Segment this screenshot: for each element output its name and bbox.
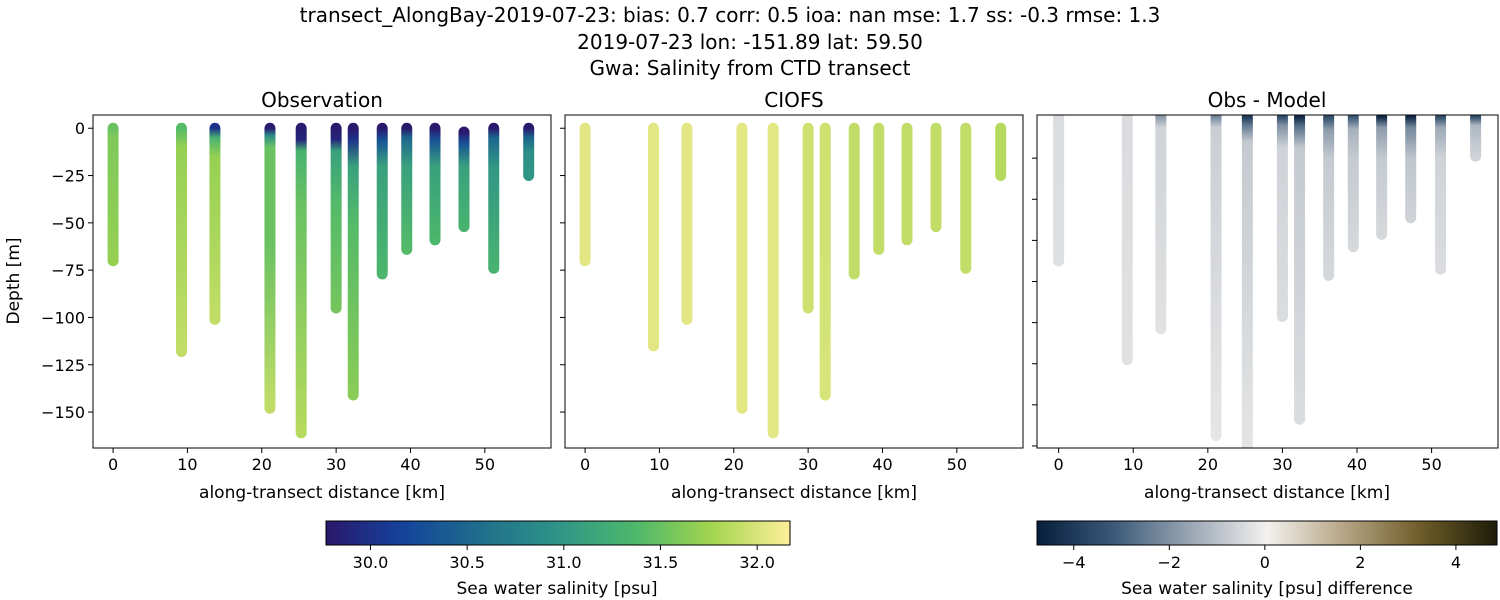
x-tick-label: 0: [1054, 455, 1064, 474]
colorbar-tick-label: 30.5: [449, 553, 485, 572]
x-tick-label: 40: [400, 455, 420, 474]
panel-1: 0 10 20 30 40 50: [560, 114, 1024, 474]
colorbar-tick-label: 32.0: [739, 553, 775, 572]
panel-2: 0 10 20 30 40 50: [1032, 114, 1499, 474]
axes-frame: [92, 114, 552, 449]
axes-frame: [564, 114, 1024, 449]
colorbar-gradient: [325, 520, 791, 546]
figure-title-line-3: Gwa: Salinity from CTD transect: [590, 56, 911, 80]
y-tick-label: −25: [51, 167, 85, 186]
colorbar-gradient: [1036, 520, 1498, 546]
colorbar-tick-label: 4: [1451, 553, 1461, 572]
casts: [1053, 115, 1482, 448]
x-tick-label: 10: [649, 455, 669, 474]
axes-frame: [1036, 114, 1499, 449]
casts: [579, 122, 1007, 439]
figure-title-line-2: 2019-07-23 lon: -151.89 lat: 59.50: [577, 30, 923, 54]
colorbar-label-difference: Sea water salinity [psu] difference: [1121, 579, 1413, 599]
colorbar-tick-label: −4: [1062, 553, 1086, 572]
casts: [107, 122, 535, 439]
colorbar-tick-label: 31.0: [546, 553, 582, 572]
y-tick-label: −50: [51, 214, 85, 233]
y-tick-label: 0: [75, 119, 85, 138]
figure-title-line-1: transect_AlongBay-2019-07-23: bias: 0.7 …: [300, 3, 1161, 27]
y-tick-label: −125: [41, 356, 85, 375]
colorbar-diff: −4 −2 0 2 4: [1036, 520, 1498, 572]
panel-title-difference: Obs - Model: [1208, 88, 1327, 112]
y-tick-label: −150: [41, 403, 85, 422]
x-tick-label: 50: [475, 455, 495, 474]
colorbar-tick-label: 30.0: [353, 553, 389, 572]
colorbar-tick-label: −2: [1158, 553, 1182, 572]
x-tick-label: 20: [1198, 455, 1218, 474]
colorbar-tick-label: 0: [1260, 553, 1270, 572]
y-tick-label: −75: [51, 261, 85, 280]
y-tick-label: −100: [41, 308, 85, 327]
x-axis-label-difference: along-transect distance [km]: [1144, 483, 1390, 503]
x-tick-label: 20: [252, 455, 272, 474]
panel-title-model: CIOFS: [764, 88, 823, 112]
x-tick-label: 0: [108, 455, 118, 474]
x-tick-label: 40: [1347, 455, 1367, 474]
y-axis-label: Depth [m]: [4, 237, 24, 324]
x-axis-label-observation: along-transect distance [km]: [199, 483, 445, 503]
panel-0: 0 10 20 30 40 50 0 −25 −50 −75 −100 −125 −150: [41, 114, 552, 474]
colorbar-label-salinity: Sea water salinity [psu]: [457, 579, 658, 599]
x-tick-label: 40: [872, 455, 892, 474]
x-tick-label: 50: [947, 455, 967, 474]
colorbar-haline: 30.0 30.5 31.0 31.5 32.0: [325, 520, 791, 572]
x-axis-label-model: along-transect distance [km]: [671, 483, 917, 503]
x-tick-label: 20: [724, 455, 744, 474]
x-tick-label: 50: [1421, 455, 1441, 474]
x-tick-label: 30: [798, 455, 818, 474]
colorbar-tick-label: 2: [1355, 553, 1365, 572]
colorbar-tick-label: 31.5: [643, 553, 679, 572]
x-tick-label: 30: [326, 455, 346, 474]
x-tick-label: 10: [177, 455, 197, 474]
x-tick-label: 0: [580, 455, 590, 474]
panel-title-observation: Observation: [261, 88, 383, 112]
x-tick-label: 30: [1272, 455, 1292, 474]
x-tick-label: 10: [1123, 455, 1143, 474]
